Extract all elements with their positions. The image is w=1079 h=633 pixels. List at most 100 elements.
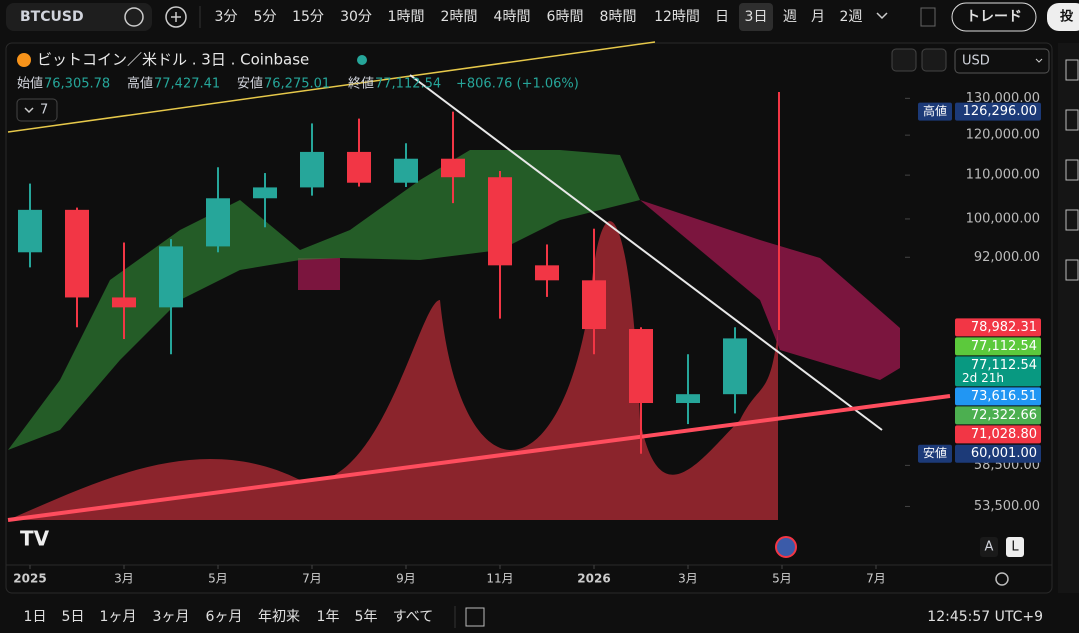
side-icon[interactable] — [1065, 209, 1079, 231]
interval-button[interactable]: 2週 — [840, 9, 863, 25]
side-icon[interactable] — [1065, 159, 1079, 181]
interval-button[interactable]: 1時間 — [388, 9, 425, 25]
price-label-box — [955, 406, 1041, 425]
side-icon[interactable] — [1065, 59, 1079, 81]
range-button[interactable]: 1日 — [24, 609, 47, 625]
ohlc-value: 77,112.54 — [375, 77, 441, 92]
cut-button[interactable]: 投 — [1060, 9, 1074, 25]
scroll-button[interactable] — [891, 48, 917, 72]
active-interval-bg — [739, 3, 773, 31]
trend-line-resistance — [409, 74, 883, 431]
candle-body — [535, 265, 559, 281]
range-button[interactable]: 1ヶ月 — [100, 609, 137, 625]
interval-button[interactable]: 3分 — [215, 9, 238, 25]
ohlc-label: 始値 — [17, 76, 43, 92]
candle-body — [112, 297, 136, 308]
cloud-bull — [8, 150, 640, 450]
x-tick-label: 11月 — [486, 572, 513, 586]
ohlc-value: 77,427.41 — [154, 77, 220, 92]
settings-icon[interactable] — [995, 572, 1009, 586]
ohlc: 始値 76,305.78 高値 77,427.41 安値 76,275.01 終… — [17, 76, 579, 92]
price-label-box — [955, 387, 1041, 406]
add-symbol[interactable] — [165, 6, 187, 28]
auto-button[interactable]: A — [985, 540, 994, 555]
price-tag-box — [918, 102, 952, 121]
currency[interactable]: USD — [962, 54, 990, 69]
alert-icon[interactable] — [124, 7, 144, 27]
range-button[interactable]: 1年 — [317, 609, 340, 625]
price-tag: 安値 — [923, 445, 947, 460]
price-tag-box — [918, 444, 952, 463]
event-icon[interactable] — [775, 536, 797, 558]
price-label: 126,296.00 — [963, 104, 1037, 119]
candle-body — [676, 394, 700, 404]
ohlc-label: 安値 — [237, 76, 263, 92]
interval-button[interactable]: 6時間 — [547, 9, 584, 25]
y-tick-label: 92,000.00 — [974, 250, 1040, 265]
log-button[interactable]: L — [1011, 540, 1019, 555]
price-label-box — [955, 102, 1041, 121]
x-tick-label: 9月 — [396, 572, 416, 586]
side-bar — [1058, 43, 1079, 593]
candle-body — [65, 209, 89, 298]
interval-button[interactable]: 5分 — [254, 9, 277, 25]
chart-frame — [5, 42, 1053, 594]
x-tick-label: 2025 — [13, 572, 46, 586]
ohlc-value: 76,275.01 — [264, 77, 330, 92]
cut-box[interactable] — [1047, 3, 1079, 31]
candle-body — [347, 151, 371, 183]
price-label-note: 2d 21h — [962, 371, 1004, 385]
auto-box[interactable] — [980, 537, 998, 557]
range-button[interactable]: すべて — [393, 609, 433, 625]
candle-body — [488, 177, 512, 266]
candle-body — [300, 151, 324, 188]
candle-body — [723, 338, 747, 395]
y-tick-label: 130,000.00 — [966, 91, 1040, 106]
price-label-box — [955, 444, 1041, 463]
candle-body — [629, 329, 653, 404]
interval-button[interactable]: 12時間 — [654, 9, 700, 25]
indicator-count: 7 — [40, 103, 48, 118]
price-label-box — [955, 337, 1041, 356]
symbol-box[interactable] — [6, 3, 152, 31]
range-button[interactable]: 5日 — [62, 609, 85, 625]
layout-button[interactable] — [921, 48, 947, 72]
range-button[interactable]: 5年 — [355, 609, 378, 625]
currency-box[interactable] — [954, 48, 1050, 74]
live-dot — [357, 55, 367, 65]
interval-button[interactable]: 日 — [715, 9, 729, 25]
trade-box[interactable] — [951, 2, 1037, 32]
interval-button[interactable]: 30分 — [340, 9, 372, 25]
date-range-icon[interactable] — [465, 607, 485, 627]
interval-button[interactable]: 4時間 — [494, 9, 531, 25]
candle-icon[interactable] — [920, 7, 936, 27]
interval-button[interactable]: 2時間 — [441, 9, 478, 25]
trade-button[interactable]: トレード — [966, 9, 1022, 25]
candle-body — [159, 246, 183, 308]
interval-button[interactable]: 週 — [783, 9, 797, 25]
price-label: 78,982.31 — [971, 320, 1037, 335]
range-button[interactable]: 3ヶ月 — [153, 609, 190, 625]
candle-body — [18, 209, 42, 253]
chevron[interactable] — [876, 12, 888, 20]
price-label: 60,001.00 — [971, 446, 1037, 461]
price-label-box — [955, 318, 1041, 337]
interval-button[interactable]: 8時間 — [600, 9, 637, 25]
candle-body — [253, 187, 277, 199]
indicator-toggle[interactable] — [16, 98, 58, 122]
logo: TV — [20, 527, 50, 551]
ohlc-label: 高値 — [127, 76, 153, 92]
interval-button[interactable]: 15分 — [292, 9, 324, 25]
symbol[interactable]: BTCUSD — [20, 9, 84, 25]
interval-button[interactable]: 月 — [811, 9, 825, 25]
y-tick-label: 53,500.00 — [974, 499, 1040, 514]
side-icon[interactable] — [1065, 109, 1079, 131]
chevron — [1035, 58, 1043, 63]
range-button[interactable]: 年初来 — [258, 609, 300, 625]
chevron — [24, 107, 34, 114]
interval-button[interactable]: 3日 — [745, 9, 768, 25]
log-box[interactable] — [1006, 537, 1024, 557]
range-button[interactable]: 6ヶ月 — [206, 609, 243, 625]
price-label: 77,112.54 — [971, 339, 1037, 354]
side-icon[interactable] — [1065, 259, 1079, 281]
